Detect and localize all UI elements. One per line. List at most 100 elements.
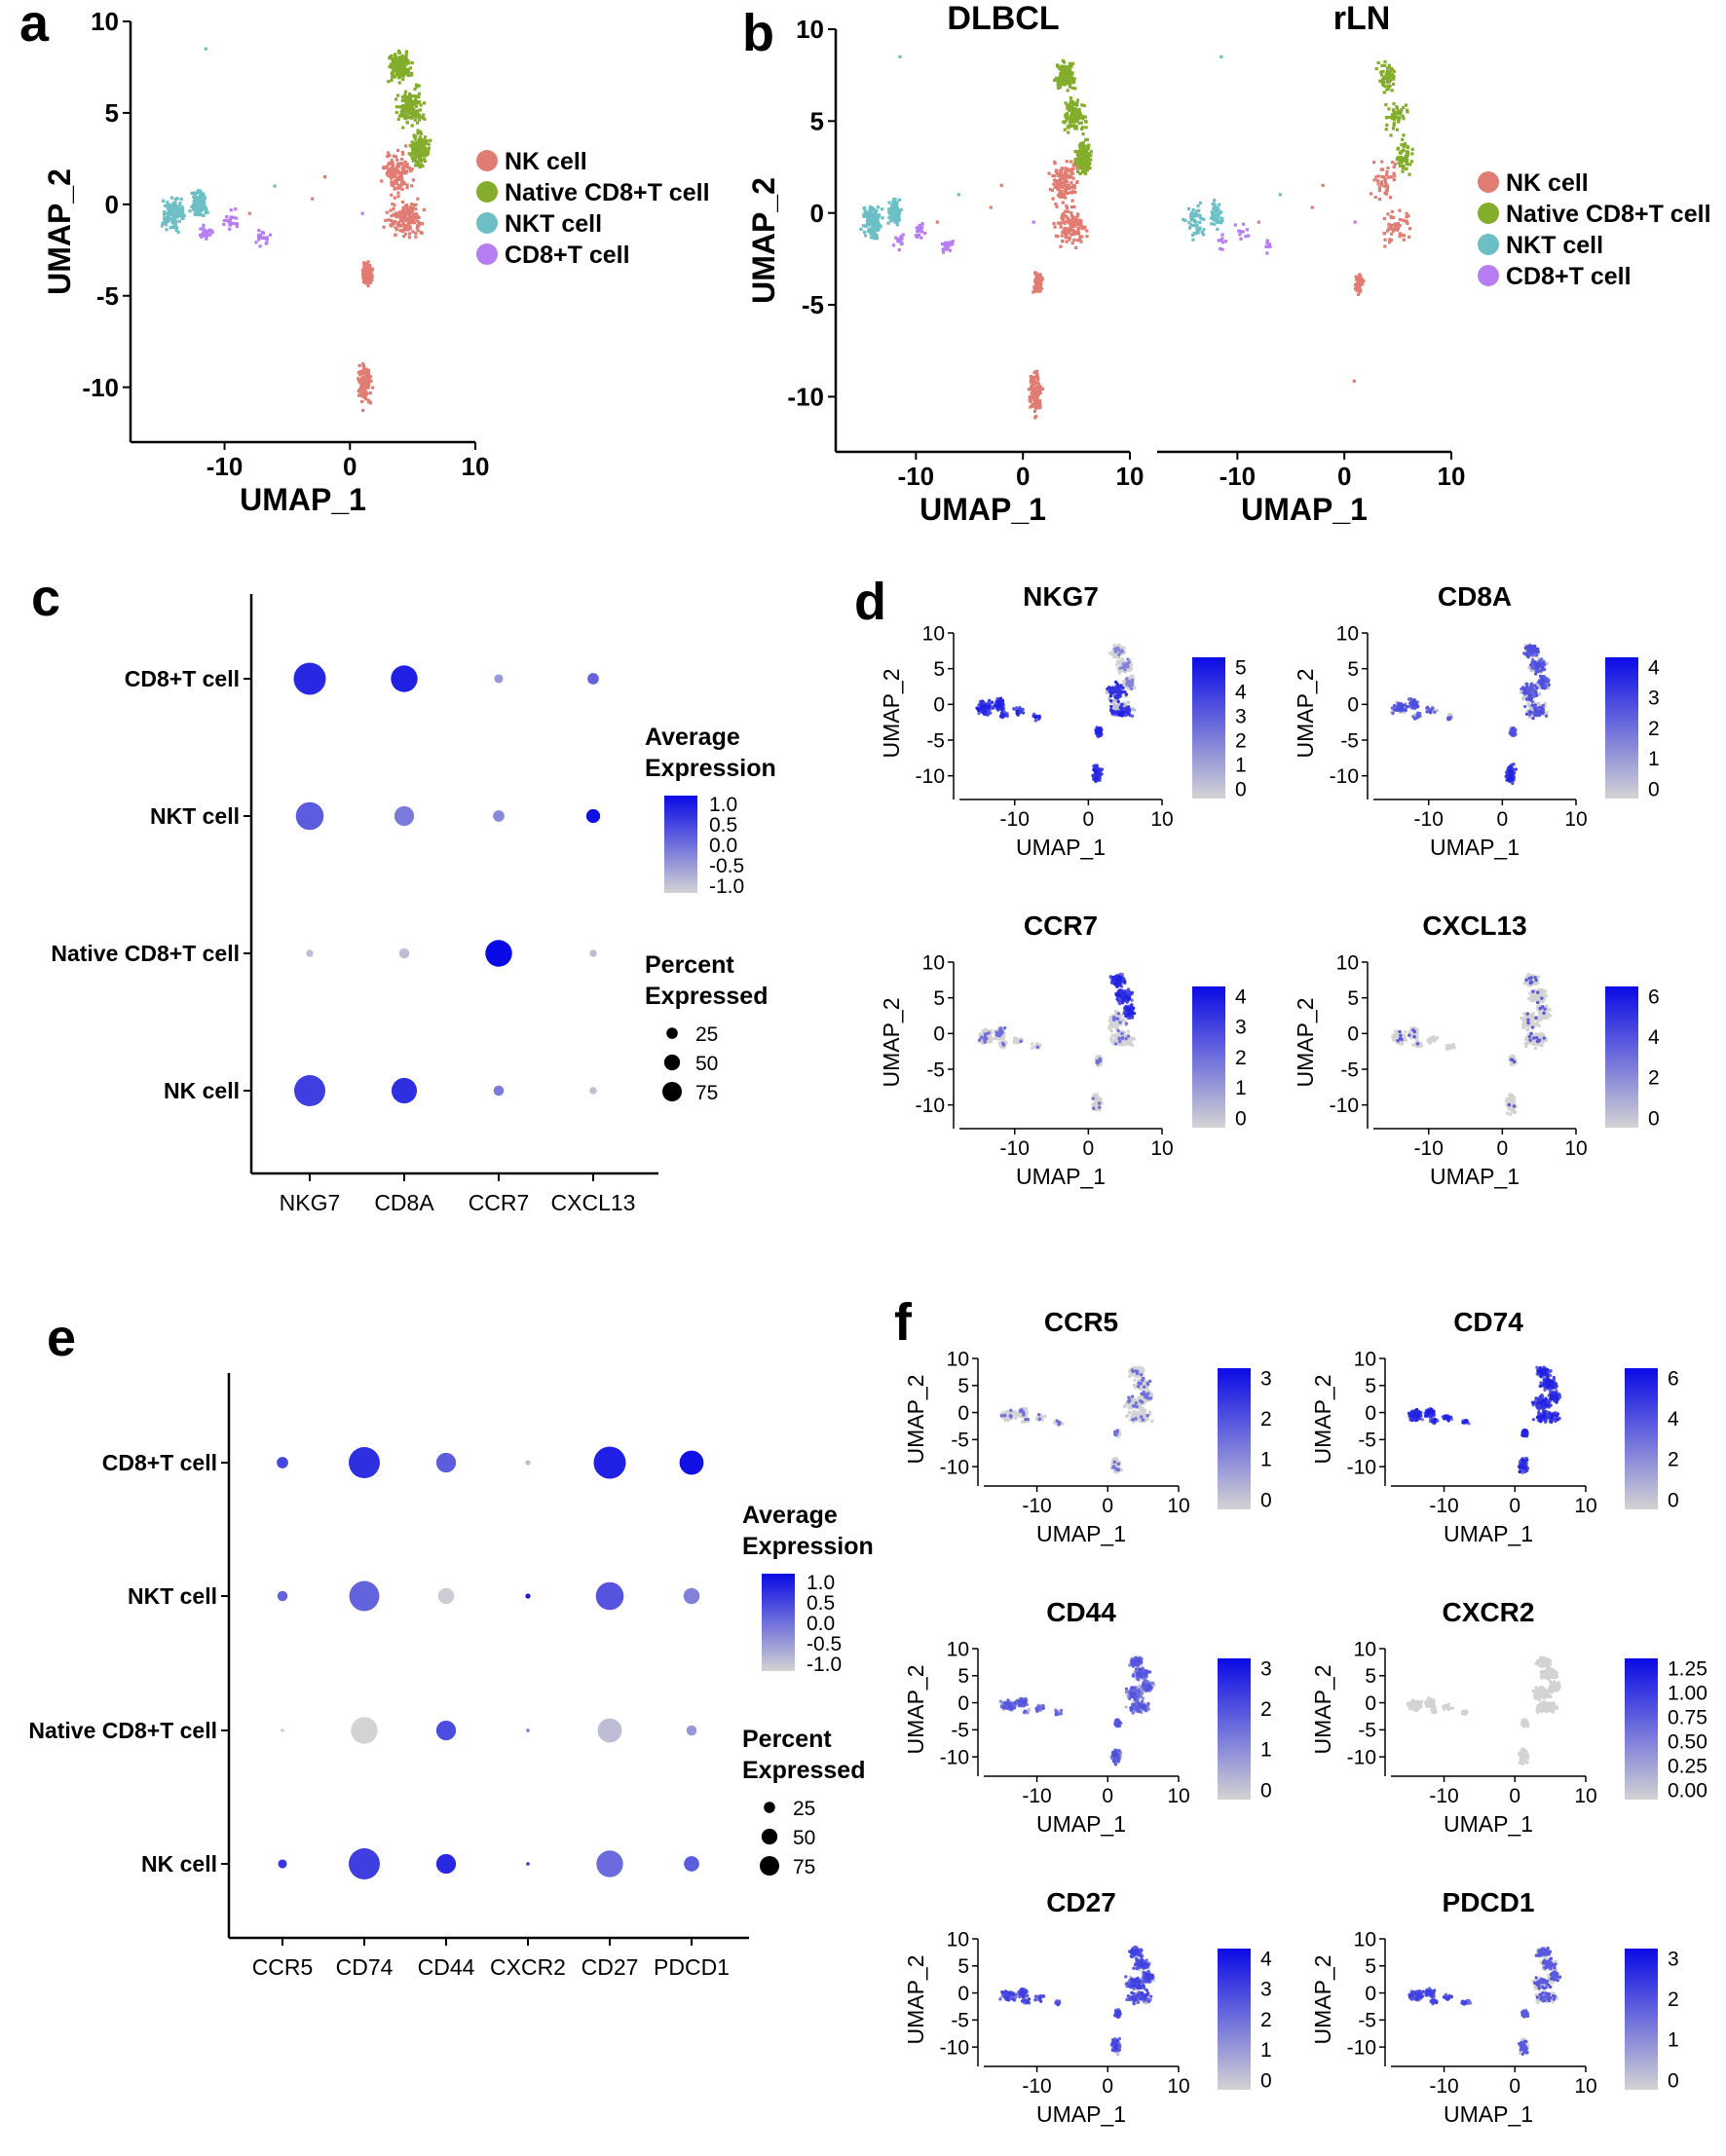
umap-point bbox=[871, 218, 875, 222]
umap-point bbox=[410, 157, 415, 161]
umap-point bbox=[1056, 180, 1061, 184]
umap-point bbox=[415, 83, 419, 87]
umap-point bbox=[257, 238, 261, 242]
umap-point bbox=[1209, 216, 1214, 220]
umap-point bbox=[1386, 71, 1390, 75]
colorbar-tick-label: 0.0 bbox=[709, 835, 737, 857]
umap-point bbox=[1377, 197, 1382, 202]
umap-point bbox=[408, 110, 412, 115]
umap-point bbox=[915, 226, 919, 230]
umap-point bbox=[864, 234, 868, 238]
umap-point bbox=[400, 200, 405, 204]
umap-point bbox=[887, 207, 891, 211]
umap-point bbox=[1055, 184, 1059, 188]
umap-point bbox=[200, 235, 204, 239]
umap-point bbox=[1068, 104, 1072, 108]
umap-point bbox=[171, 209, 175, 213]
umap-point bbox=[1380, 175, 1384, 179]
size-legend-label: 50 bbox=[695, 1053, 718, 1075]
umap-point bbox=[1039, 286, 1043, 291]
dotplot-dot bbox=[585, 808, 601, 824]
umap-point bbox=[1060, 185, 1064, 189]
umap-point bbox=[1389, 239, 1394, 242]
umap-point bbox=[1078, 171, 1083, 175]
umap-point bbox=[1067, 65, 1070, 69]
umap-point bbox=[410, 184, 414, 188]
umap-point bbox=[416, 164, 420, 167]
umap-point bbox=[1405, 215, 1408, 219]
umap-point bbox=[896, 216, 900, 220]
feature-point bbox=[1110, 710, 1114, 715]
umap-point bbox=[1395, 105, 1399, 109]
umap-point bbox=[389, 62, 394, 66]
umap-point bbox=[1059, 172, 1063, 176]
umap-point bbox=[195, 212, 199, 216]
umap-point bbox=[1409, 160, 1414, 164]
umap-point bbox=[196, 190, 201, 194]
umap-point bbox=[408, 217, 412, 221]
dotplot-gene-label: CCR7 bbox=[469, 1190, 530, 1215]
umap-point bbox=[196, 211, 201, 215]
umap-point bbox=[1064, 209, 1068, 213]
umap-point bbox=[394, 233, 397, 237]
umap-point bbox=[403, 93, 407, 96]
umap-point bbox=[957, 193, 960, 197]
umap-point bbox=[1071, 228, 1075, 232]
feature-colorbar-tick-label: 3 bbox=[1235, 705, 1247, 727]
umap-point bbox=[404, 107, 408, 111]
dotplot-dot bbox=[295, 801, 324, 831]
umap-point bbox=[422, 207, 426, 212]
umap-point bbox=[206, 233, 210, 237]
feature-point bbox=[976, 708, 981, 713]
umap-point bbox=[1082, 103, 1086, 108]
umap-point bbox=[411, 205, 415, 209]
umap-point bbox=[1065, 160, 1069, 164]
umap-point bbox=[1035, 377, 1040, 382]
umap-point bbox=[398, 66, 402, 71]
umap-point bbox=[411, 220, 415, 224]
umap-point bbox=[392, 184, 395, 188]
umap-point bbox=[1402, 105, 1406, 110]
umap-point bbox=[1401, 137, 1405, 141]
dotplot-dot bbox=[587, 673, 599, 685]
umap-point bbox=[362, 265, 366, 269]
umap-point bbox=[406, 217, 410, 221]
umap-point bbox=[1030, 391, 1033, 395]
umap-point bbox=[402, 71, 406, 76]
feature-point bbox=[1127, 683, 1131, 687]
umap-point bbox=[1267, 244, 1271, 248]
umap-point bbox=[387, 80, 391, 84]
umap-point bbox=[417, 118, 422, 122]
umap-point bbox=[1083, 164, 1087, 167]
umap-point bbox=[360, 388, 365, 391]
a-y-tick-label: 0 bbox=[105, 190, 119, 219]
size-legend-label: 75 bbox=[695, 1082, 718, 1104]
umap-point bbox=[396, 220, 401, 225]
b-y-tick-label: -5 bbox=[802, 290, 824, 319]
umap-point bbox=[366, 382, 370, 386]
umap-point bbox=[362, 370, 366, 375]
umap-point bbox=[1392, 171, 1396, 175]
umap-point bbox=[1392, 77, 1396, 81]
a-y-axis-title: UMAP_2 bbox=[42, 168, 77, 295]
umap-point bbox=[396, 165, 400, 168]
umap-point bbox=[394, 105, 399, 109]
umap-point bbox=[232, 215, 236, 219]
umap-point bbox=[390, 166, 394, 170]
umap-point bbox=[429, 138, 432, 142]
umap-point bbox=[360, 372, 364, 376]
umap-point bbox=[199, 207, 204, 211]
feature-point bbox=[1097, 767, 1102, 771]
umap-point bbox=[872, 234, 876, 238]
umap-point bbox=[1382, 91, 1386, 94]
umap-point bbox=[1038, 273, 1042, 277]
size-legend-dot bbox=[666, 1027, 678, 1039]
umap-point bbox=[1054, 76, 1059, 81]
umap-point bbox=[1257, 220, 1260, 224]
umap-point bbox=[391, 182, 394, 186]
umap-point bbox=[398, 218, 402, 223]
umap-point bbox=[409, 154, 413, 158]
umap-point bbox=[405, 209, 409, 214]
umap-point bbox=[387, 218, 391, 222]
umap-point bbox=[1072, 124, 1076, 128]
